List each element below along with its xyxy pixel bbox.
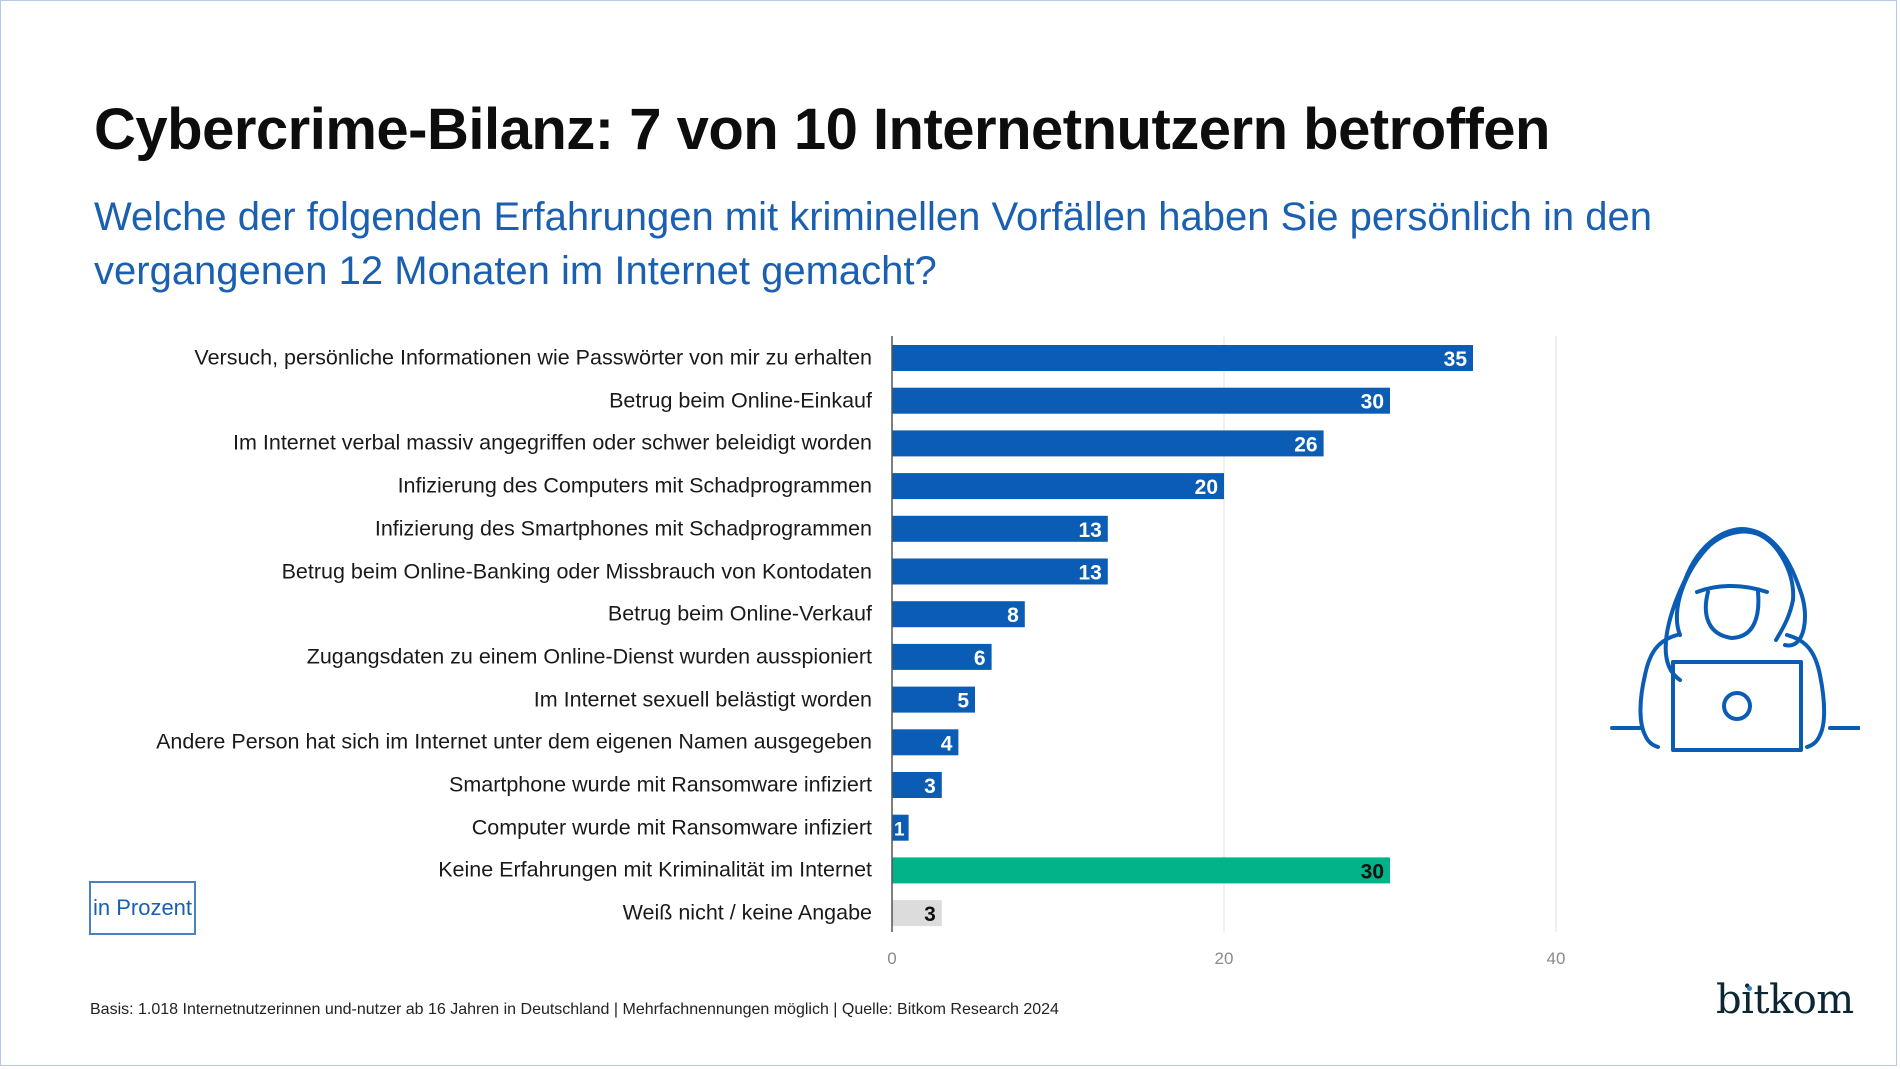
bar [892, 643, 992, 670]
category-label: Computer wurde mit Ransomware infiziert [471, 815, 872, 840]
x-tick-label: 40 [1547, 949, 1566, 968]
category-label: Betrug beim Online-Banking oder Missbrau… [281, 559, 872, 583]
category-label: Infizierung des Computers mit Schadprogr… [397, 473, 872, 498]
category-label: Infizierung des Smartphones mit Schadpro… [374, 516, 872, 541]
category-label: Zugangsdaten zu einem Online-Dienst wurd… [306, 644, 872, 669]
source-footnote: Basis: 1.018 Internetnutzerinnen und-nut… [90, 1001, 1059, 1018]
bar-value-label: 3 [924, 775, 936, 798]
bitkom-logo: bitkom [1716, 977, 1854, 1023]
x-tick-label: 0 [887, 949, 896, 968]
category-label: Smartphone wurde mit Ransomware infizier… [449, 772, 872, 797]
logo-dot [1747, 986, 1752, 991]
bar [892, 345, 1473, 371]
category-label: Im Internet sexuell belästigt worden [533, 687, 872, 712]
bar-value-label: 8 [1007, 604, 1019, 627]
bar-value-label: 6 [974, 647, 986, 670]
bar [892, 686, 975, 713]
bar [892, 601, 1025, 628]
x-tick-label: 20 [1215, 949, 1234, 968]
bar [892, 814, 909, 841]
chart-title: Cybercrime-Bilanz: 7 von 10 Internetnutz… [94, 97, 1550, 162]
category-label: Betrug beim Online-Verkauf [607, 601, 872, 626]
bar [892, 515, 1108, 542]
unit-label-box: in Prozent [89, 881, 196, 935]
bar [892, 473, 1224, 500]
bar-value-label: 5 [957, 690, 969, 713]
bar [892, 900, 942, 927]
bar-value-label: 3 [924, 903, 936, 926]
bar-value-label: 30 [1361, 391, 1384, 414]
bar-value-label: 26 [1294, 433, 1317, 456]
bar-value-label: 35 [1444, 348, 1468, 371]
bar [892, 772, 942, 798]
category-label: Weiß nicht / keine Angabe [622, 900, 872, 925]
bar [892, 857, 1390, 884]
category-label: Keine Erfahrungen mit Kriminalität im In… [438, 857, 872, 882]
bar [892, 729, 959, 756]
unit-label: in Prozent [92, 895, 193, 920]
bar-value-label: 13 [1078, 562, 1101, 585]
bar [892, 430, 1324, 457]
category-label: Versuch, persönliche Informationen wie P… [194, 345, 872, 370]
bar-value-label: 13 [1078, 519, 1101, 542]
category-label: Andere Person hat sich im Internet unter… [156, 729, 872, 754]
bar-value-label: 1 [894, 820, 905, 841]
category-label: Betrug beim Online-Einkauf [609, 388, 872, 413]
hooded-hacker-laptop-icon [1590, 500, 1862, 771]
bar-value-label: 20 [1195, 476, 1218, 499]
bar [892, 387, 1390, 414]
bar [892, 558, 1108, 585]
category-label: Im Internet verbal massiv angegriffen od… [233, 430, 872, 455]
bar-value-label: 4 [941, 732, 953, 755]
chart-subtitle: Welche der folgenden Erfahrungen mit kri… [94, 195, 1652, 293]
bar-value-label: 30 [1361, 860, 1384, 883]
